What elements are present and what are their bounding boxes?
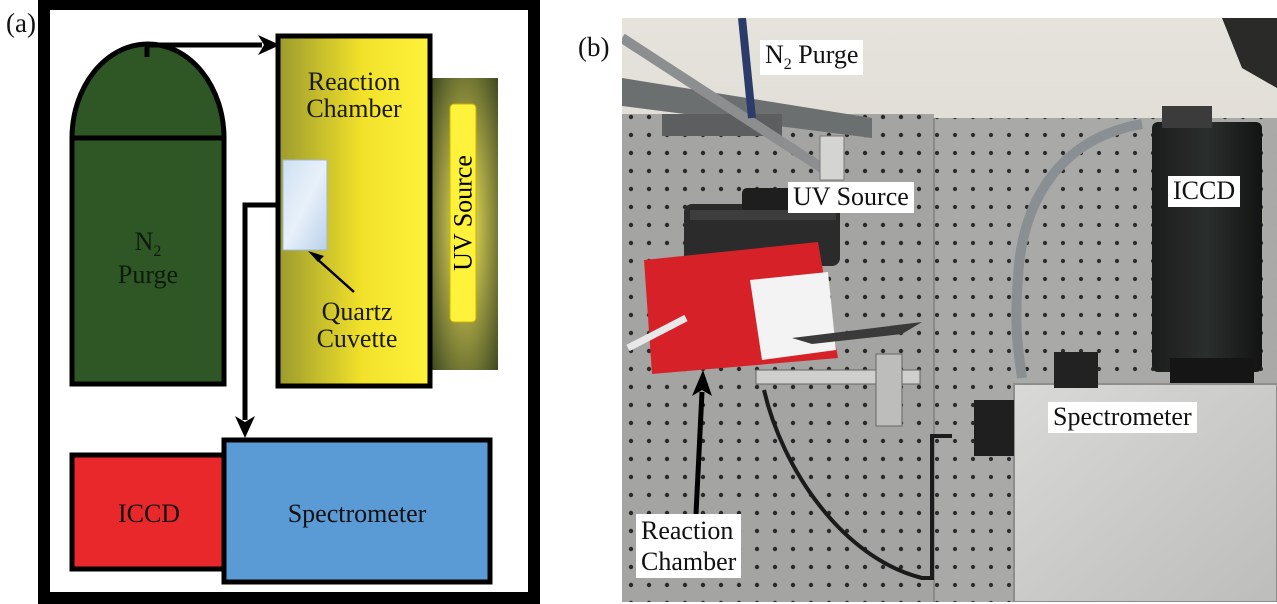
iccd-device [1152, 106, 1262, 398]
purge-arrowhead [258, 35, 280, 55]
fiber-arrowhead [235, 416, 255, 438]
clamp-block [819, 135, 845, 181]
schematic-diagram [38, 0, 540, 604]
cuvette-pointer-line [315, 257, 355, 293]
n2-purge-label: N2 Purge [117, 227, 179, 289]
optical-post [875, 353, 903, 427]
cuvette-pointer-head [308, 251, 324, 262]
blade [792, 322, 922, 344]
quartz-cuvette [282, 159, 328, 251]
spectrometer-label: Spectrometer [287, 499, 427, 528]
reaction-pointer-line [693, 391, 705, 515]
iccd-label: ICCD [117, 499, 181, 528]
photo-uv-source-label: UV Source [788, 182, 914, 213]
photo-reaction-chamber-label: Reaction Chamber [636, 514, 742, 579]
reaction-chamber-label: Reaction Chamber [306, 67, 402, 124]
lab-setup-photo [622, 18, 1277, 602]
tank-body [69, 135, 227, 387]
support-rod [622, 33, 825, 173]
uv-source-lamp [449, 103, 477, 323]
iccd-hose [1011, 119, 1143, 379]
fiber-line [242, 202, 278, 420]
panel-b-label: (b) [578, 32, 610, 62]
spectrometer-box [221, 437, 493, 585]
n2-tank [69, 41, 227, 387]
photo-n2-purge-label: N2 Purge [760, 40, 864, 75]
iccd-box [69, 452, 229, 572]
quartz-cuvette-label: Quartz Cuvette [316, 297, 398, 354]
spectrometer-port [974, 400, 1014, 456]
uv-source-label: UV Source [448, 155, 478, 271]
reaction-pointer-head [692, 370, 712, 396]
spectrometer-connector [1054, 352, 1098, 388]
reaction-chamber-device [626, 242, 838, 374]
purge-hose [738, 18, 756, 119]
panel-a-label: (a) [6, 8, 36, 38]
photo-iccd-label: ICCD [1168, 176, 1241, 207]
purge-line [144, 42, 262, 57]
top-right-fixture [1222, 18, 1277, 88]
photo-spectrometer-label: Spectrometer [1048, 402, 1197, 433]
fiber-cable-photo [762, 389, 952, 580]
